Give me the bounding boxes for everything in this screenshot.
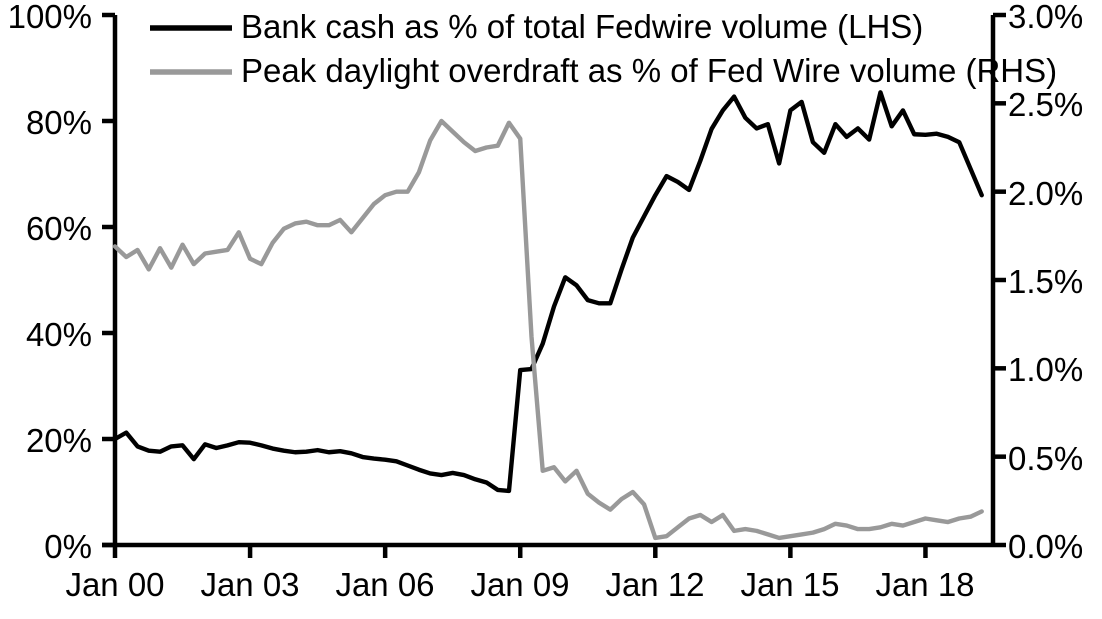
y-left-tick-60: 60%	[25, 210, 92, 247]
y-left-tick-100: 100%	[7, 0, 92, 35]
y-left-tick-80: 80%	[25, 104, 92, 141]
x-tick-jan-12: Jan 12	[605, 566, 705, 603]
y-right-tick-2-5: 2.5%	[1008, 86, 1084, 123]
y-right-tick-1-5: 1.5%	[1008, 263, 1084, 300]
legend-label-bank-cash: Bank cash as % of total Fedwire volume (…	[241, 8, 924, 45]
x-tick-jan-15: Jan 15	[740, 566, 840, 603]
y-right-tick-0-0: 0.0%	[1008, 528, 1084, 565]
axis-lines	[102, 12, 1006, 558]
y-left-tick-20: 20%	[25, 422, 92, 459]
y-right-tick-3-0: 3.0%	[1008, 0, 1084, 35]
y-left-tick-0: 0%	[44, 528, 92, 565]
x-tick-jan-18: Jan 18	[875, 566, 975, 603]
x-tick-jan-06: Jan 06	[335, 566, 435, 603]
x-tick-jan-03: Jan 03	[200, 566, 300, 603]
y-left-tick-40: 40%	[25, 316, 92, 353]
x-tick-jan-09: Jan 09	[470, 566, 570, 603]
x-tick-jan-00: Jan 00	[65, 566, 165, 603]
y-right-tick-2-0: 2.0%	[1008, 175, 1084, 212]
y-right-tick-1-0: 1.0%	[1008, 351, 1084, 388]
legend-swatches	[150, 25, 232, 75]
series-lines	[112, 90, 984, 541]
y-right-tick-0-5: 0.5%	[1008, 440, 1084, 477]
legend-label-peak-daylight-overdraft: Peak daylight overdraft as % of Fed Wire…	[241, 52, 1058, 89]
